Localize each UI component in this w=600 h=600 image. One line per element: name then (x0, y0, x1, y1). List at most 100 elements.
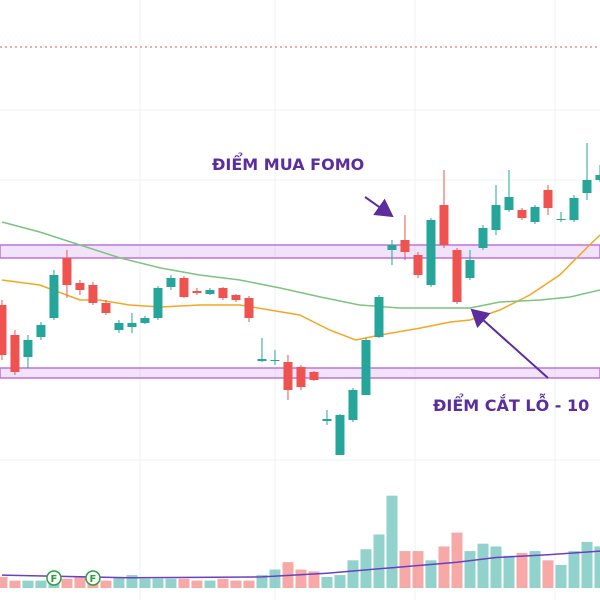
candle-body (153, 288, 163, 318)
candle-body (374, 297, 384, 337)
volume-bar (204, 580, 216, 588)
volume-bar (477, 543, 489, 588)
volume-bar (126, 575, 138, 588)
zone (0, 244, 600, 259)
annotation: ĐIỂM MUA FOMO (212, 152, 364, 174)
volume-bar (425, 560, 437, 588)
volume-bar (191, 580, 203, 588)
candle-body (517, 210, 527, 218)
volume-bar (74, 576, 86, 588)
candle-body (296, 367, 306, 387)
candle-body (335, 415, 345, 455)
candle-body (101, 303, 111, 313)
volume-bar (295, 569, 307, 588)
volume-bar (152, 578, 164, 588)
volume-bar (399, 551, 411, 588)
candle-body (114, 323, 124, 330)
candle-body (218, 288, 228, 298)
arrow (470, 308, 549, 379)
candle-body (127, 323, 137, 327)
candle-body (439, 205, 449, 245)
candle-body (426, 220, 436, 285)
volume-bar (217, 578, 229, 588)
volume-bar (139, 578, 151, 588)
candle-body (582, 180, 592, 193)
candle-body (205, 290, 215, 294)
candle-body (322, 419, 332, 421)
volume-bar (542, 560, 554, 588)
moving-average (1, 221, 600, 309)
candle-body (413, 255, 423, 275)
candle-body (270, 360, 280, 361)
volume-ma (1, 550, 600, 579)
volume-bar (464, 551, 476, 588)
volume-bar (438, 546, 450, 588)
candle-body (465, 260, 475, 278)
volume-bar (308, 571, 320, 588)
volume-bar (100, 580, 112, 588)
volume-bar (555, 564, 567, 588)
candle-body (10, 335, 20, 372)
marker-label: F (51, 574, 58, 585)
candle-body (556, 219, 566, 220)
marker-label: F (90, 574, 97, 585)
candle-body (543, 190, 553, 208)
candle-body (0, 305, 7, 355)
volume-bar (529, 551, 541, 588)
volume-bar (0, 576, 8, 588)
volume-bar (178, 578, 190, 588)
volume-bar (347, 560, 359, 588)
candle-body (387, 245, 397, 250)
candle-body (569, 198, 579, 220)
moving-average (1, 234, 600, 341)
candle-body (75, 283, 85, 290)
candle-body (491, 205, 501, 230)
volume-bar (230, 580, 242, 588)
volume-bar (373, 534, 385, 588)
candle-body (400, 240, 410, 252)
volume-bar (516, 552, 528, 588)
volume-bar (503, 555, 515, 588)
candle-body (309, 372, 319, 380)
candle-body (595, 175, 600, 180)
volume-bar (35, 580, 47, 588)
candle-body (257, 359, 267, 361)
candle-body (504, 197, 514, 210)
candle-body (452, 250, 462, 302)
volume-bar (412, 551, 424, 588)
volume-bar (256, 575, 268, 588)
candle-body (23, 340, 33, 357)
candle-body (179, 278, 189, 297)
candle-body (192, 291, 202, 293)
candle-body (283, 362, 293, 390)
volume-bar (568, 551, 580, 588)
candle-body (361, 340, 371, 395)
candle-body (231, 295, 241, 300)
marker (46, 570, 62, 586)
volume-bar (113, 576, 125, 588)
candle-body (49, 275, 59, 318)
arrow (364, 196, 394, 218)
candle-body (478, 228, 488, 248)
volume-bar (581, 541, 593, 588)
volume-bar (22, 580, 34, 588)
volume-bar (594, 546, 600, 588)
volume-bar (321, 576, 333, 588)
candle-body (166, 278, 176, 287)
volume-bar (61, 578, 73, 588)
volume-bar (490, 546, 502, 588)
volume-bar (360, 549, 372, 588)
volume-bar (269, 569, 281, 588)
candle-body (348, 390, 358, 420)
candle-body (88, 285, 98, 303)
volume-bar (334, 575, 346, 588)
candle-body (244, 298, 254, 318)
volume-bar (243, 580, 255, 588)
marker (85, 570, 101, 586)
candle-body (36, 325, 46, 337)
candle-body (530, 207, 540, 222)
candle-body (140, 318, 150, 323)
volume-bar (386, 495, 398, 588)
